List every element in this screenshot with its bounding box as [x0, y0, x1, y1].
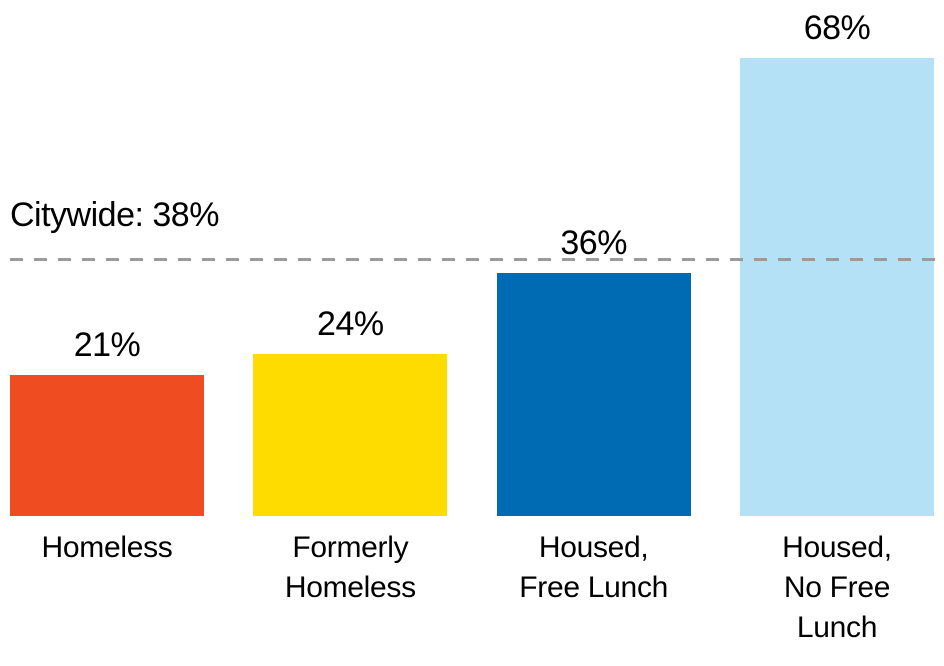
bar-value-label: 68% [803, 9, 871, 47]
bar-housed-free-lunch [496, 273, 691, 516]
bar-slot: 24% [253, 0, 448, 516]
bar-category-label: Housed, Free Lunch [519, 531, 669, 604]
bar-group-housed-free-lunch: 36% Housed, Free Lunch [496, 0, 691, 648]
bar-category-label: Housed, No Free Lunch [782, 531, 892, 644]
bar-group-formerly-homeless: 24% Formerly Homeless [253, 0, 448, 648]
bar-formerly-homeless [253, 354, 448, 516]
bar-homeless [10, 375, 204, 516]
bar-columns: 21% Homeless 24% Formerly Homeless 36% H… [10, 0, 934, 648]
bar-value-label: 21% [73, 326, 141, 364]
bar-value-label: 24% [317, 305, 384, 343]
bar-category-label: Homeless [41, 531, 173, 564]
bar-value-label: 36% [560, 224, 627, 262]
bar-housed-no-free-lunch [739, 58, 934, 516]
bar-slot: 36% [496, 0, 691, 516]
bar-group-homeless: 21% Homeless [10, 0, 204, 648]
bar-slot: 21% [10, 0, 204, 516]
citywide-annotation: Citywide: 38% [10, 196, 219, 234]
citywide-guide-line [10, 258, 944, 261]
bar-category-label: Formerly Homeless [284, 531, 416, 604]
bar-group-housed-no-free-lunch: 68% Housed, No Free Lunch [739, 0, 934, 648]
bar-slot: 68% [739, 0, 934, 516]
